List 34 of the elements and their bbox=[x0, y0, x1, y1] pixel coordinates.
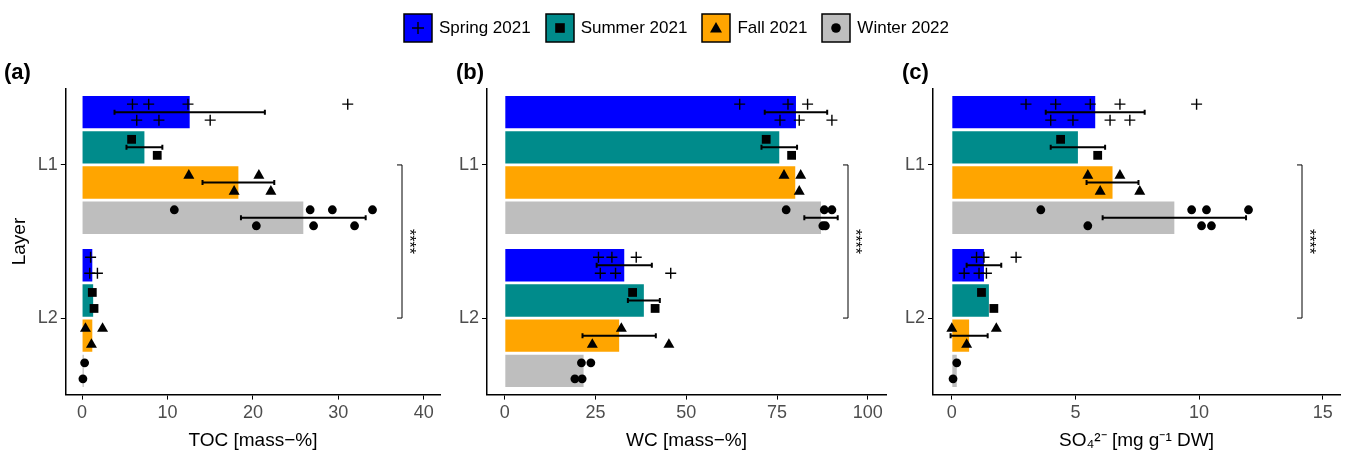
x-tick-label: 0 bbox=[77, 402, 88, 423]
y-tick-label: L2 bbox=[904, 307, 926, 328]
annotation: **** bbox=[400, 229, 418, 254]
legend-label: Summer 2021 bbox=[580, 18, 688, 38]
y-axis-title: Layer bbox=[7, 217, 29, 266]
x-tick-label: 20 bbox=[242, 402, 263, 423]
chart-title: (b) bbox=[456, 59, 485, 85]
y-tick-label: L2 bbox=[458, 307, 480, 328]
x-tick-label: 0 bbox=[946, 402, 957, 423]
x-axis-title: TOC [mass−%] bbox=[188, 428, 318, 450]
y-tick-label: L2 bbox=[37, 307, 58, 328]
legend-label: Winter 2022 bbox=[857, 18, 950, 38]
annotation: **** bbox=[846, 229, 864, 254]
legend-label: Fall 2021 bbox=[737, 18, 808, 38]
x-tick-label: 50 bbox=[676, 402, 697, 423]
y-tick-label: L1 bbox=[37, 153, 58, 174]
y-tick-label: L1 bbox=[458, 153, 480, 174]
x-tick-label: 5 bbox=[1070, 402, 1081, 423]
x-tick-label: 0 bbox=[499, 402, 510, 423]
chart-title: (c) bbox=[902, 59, 929, 85]
x-tick-label: 25 bbox=[585, 402, 606, 423]
x-tick-label: 40 bbox=[413, 402, 434, 423]
y-tick-label: L1 bbox=[904, 153, 926, 174]
x-tick-label: 10 bbox=[1189, 402, 1210, 423]
x-tick-label: 15 bbox=[1312, 402, 1333, 423]
x-axis-title: WC [mass−%] bbox=[626, 428, 747, 450]
x-tick-label: 30 bbox=[328, 402, 349, 423]
x-tick-label: 75 bbox=[767, 402, 788, 423]
chart-title: (a) bbox=[4, 59, 31, 85]
x-tick-label: 10 bbox=[157, 402, 178, 423]
x-axis-title: SO₄²⁻ [mg g⁻¹ DW] bbox=[1059, 428, 1214, 450]
annotation: **** bbox=[1300, 229, 1318, 254]
x-tick-label: 100 bbox=[852, 402, 883, 423]
legend-label: Spring 2021 bbox=[438, 18, 531, 38]
